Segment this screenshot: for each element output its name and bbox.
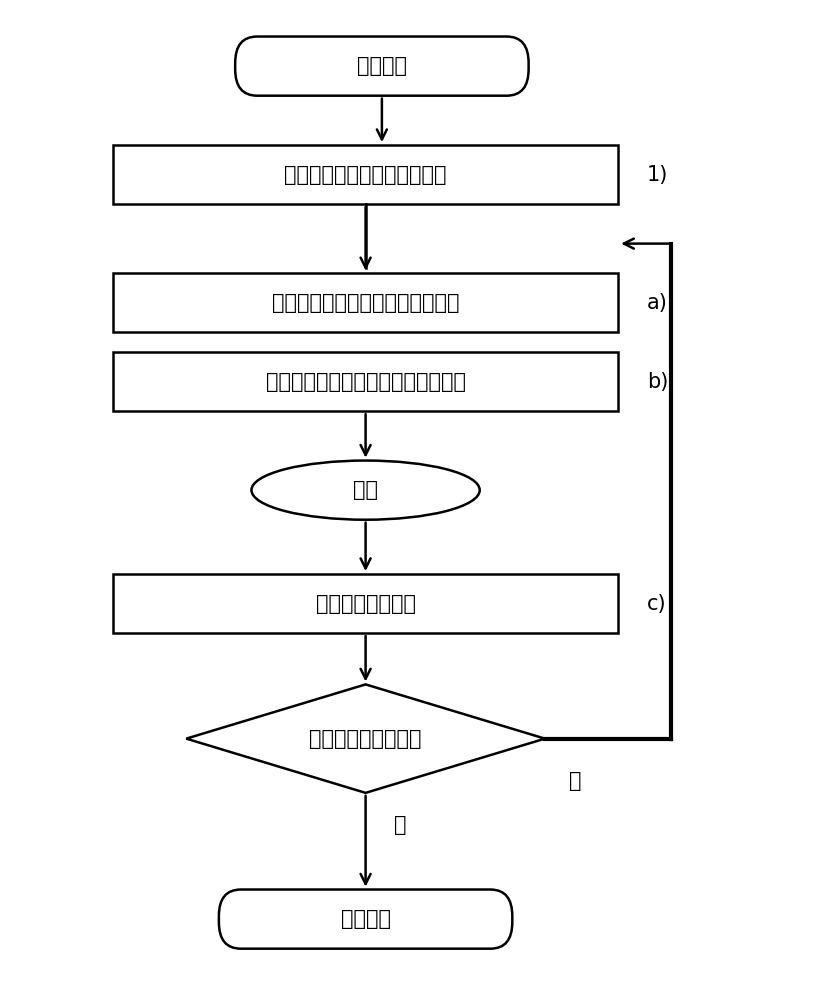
Text: b): b) bbox=[646, 372, 667, 392]
Bar bbox=[113, 574, 618, 633]
Text: 将基底引入反应空间，预处理: 将基底引入反应空间，预处理 bbox=[284, 165, 446, 185]
Text: 是: 是 bbox=[569, 771, 581, 791]
Text: 结束过程: 结束过程 bbox=[340, 909, 390, 929]
Text: 起始过程: 起始过程 bbox=[357, 56, 407, 76]
Text: 生长更厚的沉积物？: 生长更厚的沉积物？ bbox=[309, 729, 421, 749]
Text: 吹扫: 吹扫 bbox=[353, 480, 378, 500]
Text: 引入水和臭氧中的一种作为氧前体: 引入水和臭氧中的一种作为氧前体 bbox=[272, 293, 459, 313]
Text: 引入水和臭氧中的另一种作为氧前体: 引入水和臭氧中的另一种作为氧前体 bbox=[265, 372, 465, 392]
Ellipse shape bbox=[251, 461, 479, 520]
Bar bbox=[113, 145, 618, 204]
FancyBboxPatch shape bbox=[235, 37, 528, 96]
Bar bbox=[113, 273, 618, 332]
Bar bbox=[113, 352, 618, 411]
Text: a): a) bbox=[646, 293, 667, 313]
Text: 否: 否 bbox=[393, 815, 406, 835]
Polygon shape bbox=[186, 684, 544, 793]
FancyBboxPatch shape bbox=[219, 890, 512, 949]
Text: 引入铝前体并吹扫: 引入铝前体并吹扫 bbox=[315, 594, 415, 614]
Text: 1): 1) bbox=[646, 165, 667, 185]
Text: c): c) bbox=[646, 594, 666, 614]
